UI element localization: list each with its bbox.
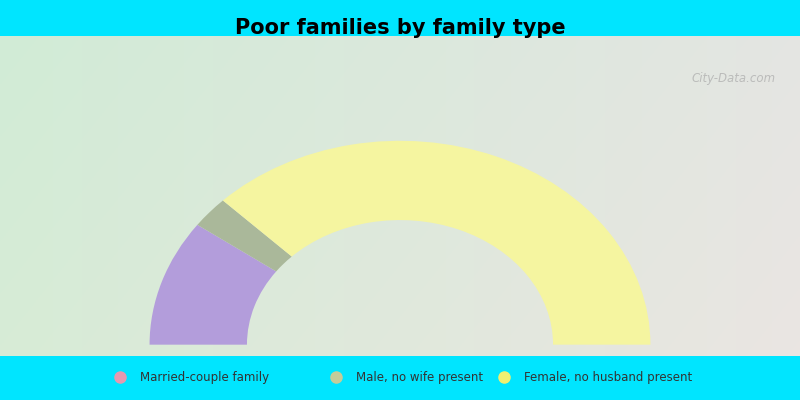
Wedge shape [198,200,292,272]
Text: Male, no wife present: Male, no wife present [356,371,483,384]
Text: Female, no husband present: Female, no husband present [524,371,692,384]
Text: Married-couple family: Married-couple family [140,371,269,384]
Wedge shape [150,225,276,345]
Text: Poor families by family type: Poor families by family type [234,18,566,38]
Wedge shape [223,141,650,345]
Text: City-Data.com: City-Data.com [692,72,776,85]
